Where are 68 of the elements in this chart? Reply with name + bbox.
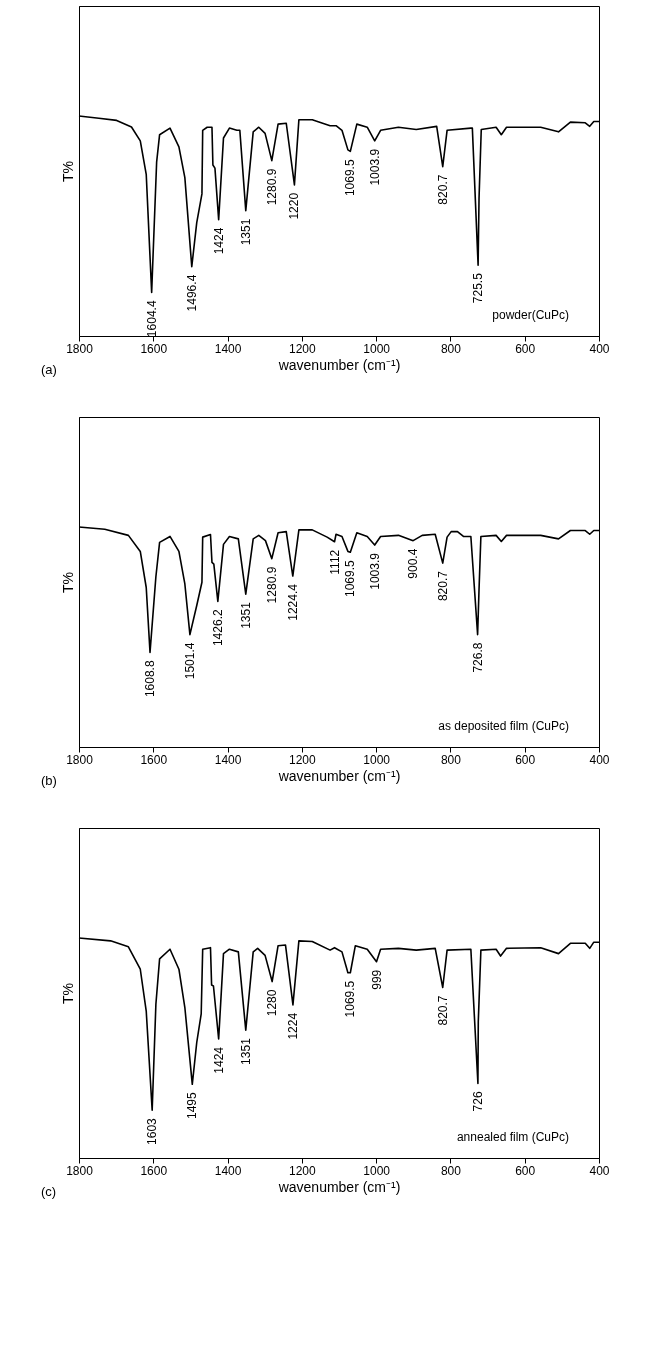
- x-tick-label: 1600: [140, 752, 168, 767]
- x-tick-label: 1200: [289, 752, 317, 767]
- x-tick-label: 1800: [66, 341, 94, 356]
- x-axis-title: wavenumber (cm⁻¹): [277, 1178, 401, 1195]
- x-tick-label: 400: [589, 341, 610, 356]
- annotation: 820.7: [435, 995, 450, 1026]
- x-tick-label: 1000: [363, 1163, 391, 1178]
- x-tick-label: 400: [589, 752, 610, 767]
- annotation: 1603: [145, 1117, 160, 1145]
- x-tick-label: 1600: [140, 1163, 168, 1178]
- annotation: 1112: [327, 549, 342, 575]
- y-axis-title: T%: [59, 572, 76, 593]
- annotation: 999: [369, 969, 384, 990]
- annotation: 725.5: [471, 272, 486, 304]
- annotation: 1003.9: [367, 148, 382, 186]
- annotation: 1280.9: [264, 168, 279, 206]
- annotation: 1604.4: [144, 300, 159, 338]
- x-tick-label: 600: [515, 752, 536, 767]
- annotation: 1224.4: [285, 583, 300, 621]
- annotation: powder(CuPc): [492, 308, 569, 322]
- annotation: 1224: [285, 1012, 300, 1040]
- annotation: 1608.8: [143, 660, 158, 698]
- annotation: 820.7: [435, 174, 450, 205]
- annotation: 1496.4: [184, 274, 199, 312]
- annotation: 1003.9: [367, 552, 382, 590]
- x-tick-label: 1000: [363, 341, 391, 356]
- x-tick-label: 1400: [214, 752, 242, 767]
- annotation: annealed film (CuPc): [456, 1130, 569, 1144]
- annotation: 1424: [211, 1046, 226, 1074]
- annotation: 1069.5: [343, 159, 358, 197]
- x-tick-label: 400: [589, 1163, 610, 1178]
- annotation: 900.4: [406, 548, 421, 579]
- x-tick-label: 1800: [66, 1163, 94, 1178]
- y-axis-title: T%: [59, 983, 76, 1004]
- annotation: 1351: [238, 218, 253, 246]
- x-tick-label: 1800: [66, 752, 94, 767]
- x-tick-label: 800: [440, 752, 462, 767]
- annotation: 1426.2: [210, 609, 225, 647]
- x-tick-label: 1200: [289, 1163, 317, 1178]
- annotation: 726.8: [470, 642, 485, 673]
- y-axis-title: T%: [59, 161, 76, 182]
- annotation: 1501.4: [182, 642, 197, 680]
- x-tick-label: 1400: [214, 1163, 242, 1178]
- annotation: as deposited film (CuPc): [438, 719, 569, 733]
- x-tick-label: 1200: [289, 341, 317, 356]
- x-tick-label: 600: [515, 1163, 536, 1178]
- text: (a): [41, 362, 57, 377]
- x-axis-title: wavenumber (cm⁻¹): [277, 767, 401, 784]
- annotation: 1351: [238, 1037, 253, 1065]
- annotation: 1424: [211, 227, 226, 255]
- x-tick-label: 600: [515, 341, 536, 356]
- annotation: 1220: [287, 192, 302, 220]
- annotation: 1069.5: [343, 980, 358, 1018]
- x-tick-label: 1600: [140, 341, 168, 356]
- annotation: 1495: [185, 1091, 200, 1119]
- annotation: 1069.5: [343, 559, 358, 597]
- annotation: 820.7: [435, 570, 450, 602]
- x-axis-title: wavenumber (cm⁻¹): [277, 356, 401, 373]
- annotation: 1351: [238, 601, 253, 629]
- annotation: 1280.9: [264, 566, 279, 604]
- annotation: 1280: [265, 989, 280, 1017]
- annotation: 726: [470, 1091, 485, 1112]
- x-tick-label: 1000: [363, 752, 391, 767]
- x-tick-label: 1400: [214, 341, 242, 356]
- x-tick-label: 800: [440, 1163, 462, 1178]
- x-tick-label: 800: [440, 341, 462, 356]
- text: (b): [41, 773, 57, 788]
- text: (c): [41, 1184, 57, 1199]
